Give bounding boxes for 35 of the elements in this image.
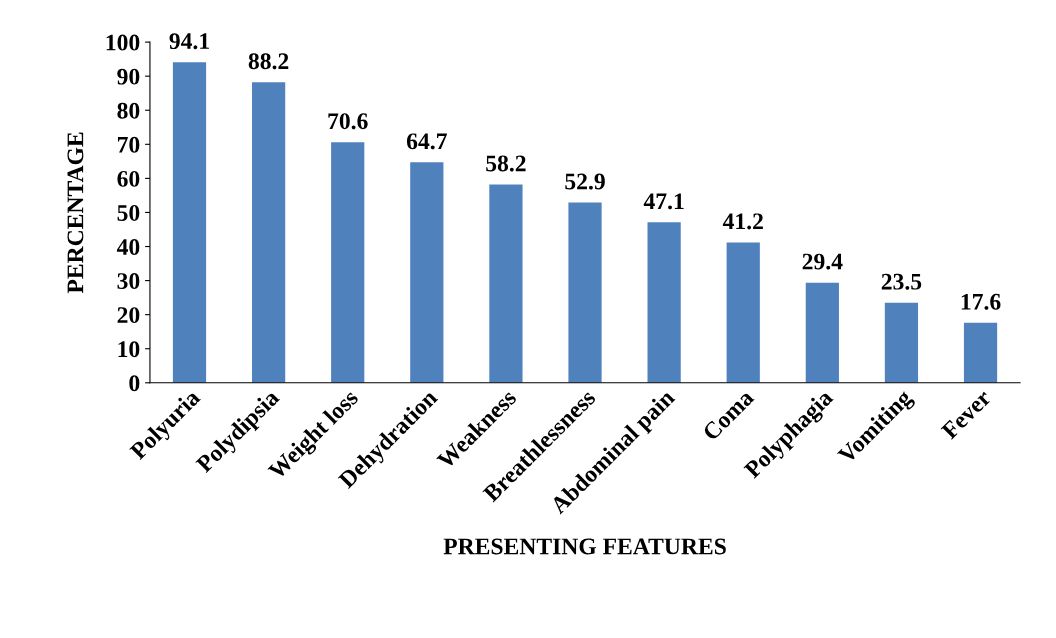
bar [884, 302, 919, 383]
bar [252, 82, 286, 383]
y-tick-label: 0 [129, 375, 140, 392]
bar [647, 222, 681, 383]
data-label: 41.2 [722, 213, 763, 230]
y-tick-label: 10 [118, 341, 140, 358]
bar [726, 242, 760, 383]
data-label: 29.4 [802, 253, 843, 270]
data-label: 88.2 [248, 53, 289, 70]
data-label: 17.6 [961, 293, 1001, 310]
y-tick-label: 20 [117, 307, 140, 324]
bar [172, 62, 207, 383]
y-tick-label: 60 [117, 170, 140, 187]
data-label: 23.5 [881, 273, 922, 290]
y-tick-label: 70 [117, 136, 140, 153]
data-label: 94.1 [169, 33, 209, 50]
y-tick-label: 90 [117, 68, 140, 85]
data-label: 58.2 [486, 155, 526, 172]
y-tick-label: 100 [106, 34, 140, 51]
bar [331, 142, 365, 383]
bar [410, 162, 444, 383]
bar [489, 184, 523, 383]
x-axis-title: PRESENTING FEATURES [443, 538, 726, 555]
y-tick-label: 50 [117, 204, 140, 221]
data-label: 70.6 [328, 113, 368, 130]
bar [568, 202, 602, 383]
y-tick-label: 30 [117, 273, 140, 290]
bar [805, 282, 839, 383]
bar [963, 322, 998, 383]
data-label: 64.7 [406, 133, 447, 150]
data-label: 47.1 [643, 193, 684, 210]
y-axis-title: PERCENTAGE [67, 132, 84, 294]
y-tick-label: 80 [117, 102, 140, 119]
y-tick-label: 40 [116, 239, 140, 255]
data-label: 52.9 [565, 173, 605, 190]
